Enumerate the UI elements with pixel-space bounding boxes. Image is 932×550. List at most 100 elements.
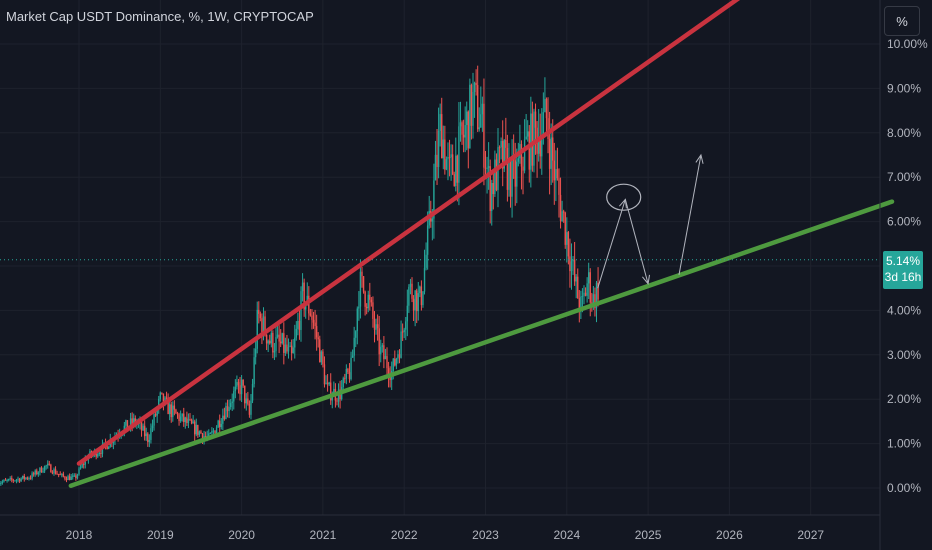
candle-body xyxy=(0,483,2,485)
candle-body xyxy=(509,159,512,197)
candle-body xyxy=(176,413,179,415)
candle-body xyxy=(397,354,399,359)
candle-body xyxy=(284,344,287,353)
candle-body xyxy=(276,334,279,338)
candle-body xyxy=(445,159,448,170)
candle-body xyxy=(245,398,247,404)
candle-body xyxy=(398,354,401,358)
candle-body xyxy=(239,385,241,395)
candle-body xyxy=(126,420,129,429)
candle-body xyxy=(312,319,315,323)
candle-body xyxy=(431,218,434,222)
candle-body xyxy=(195,424,197,435)
candle-body xyxy=(527,131,529,137)
candle-body xyxy=(537,137,540,154)
candle-body xyxy=(395,358,398,366)
candle-body xyxy=(456,155,459,183)
candle-body xyxy=(261,318,263,335)
candle-body xyxy=(442,139,444,159)
candle-body xyxy=(167,398,169,415)
x-tick-label: 2026 xyxy=(716,528,743,542)
candle-body xyxy=(412,298,415,311)
candle-body xyxy=(594,294,596,309)
candle-body xyxy=(581,295,584,297)
arrow-head[interactable] xyxy=(642,274,650,285)
y-tick-label: 1.00% xyxy=(887,437,921,451)
candle-body xyxy=(212,430,215,432)
candle-body xyxy=(459,122,462,127)
candle-body xyxy=(577,276,579,299)
candlestick-series xyxy=(0,65,599,486)
candle-body xyxy=(400,331,402,358)
candle-body xyxy=(533,111,535,166)
candle-body xyxy=(125,420,127,426)
candle-body xyxy=(234,386,237,392)
candle-body xyxy=(98,452,101,455)
candle-body xyxy=(486,167,488,169)
candle-body xyxy=(26,477,29,479)
arrow-line[interactable] xyxy=(678,154,702,275)
candle-body xyxy=(564,212,566,245)
candle-body xyxy=(79,467,82,469)
arrow-line[interactable] xyxy=(597,199,626,289)
candle-body xyxy=(186,417,188,423)
candle-body xyxy=(470,84,473,126)
candle-body xyxy=(559,194,562,222)
candle-body xyxy=(586,283,588,296)
candle-body xyxy=(286,344,288,352)
candle-body xyxy=(28,478,30,480)
candle-body xyxy=(15,479,18,481)
y-axis[interactable]: 0.00%1.00%2.00%3.00%4.00%5.00%6.00%7.00%… xyxy=(879,0,928,550)
arrow-line[interactable] xyxy=(624,199,649,284)
candle-body xyxy=(70,476,72,480)
candle-body xyxy=(597,282,599,300)
candle-body xyxy=(108,446,110,450)
candle-body xyxy=(328,382,330,385)
candle-body xyxy=(458,126,460,183)
candle-body xyxy=(175,409,177,414)
candle-body xyxy=(411,283,413,299)
candle-body xyxy=(45,465,47,467)
candle-body xyxy=(578,298,581,311)
arrow-head[interactable] xyxy=(695,153,704,164)
x-axis[interactable]: 2018 2019 2020 2021 2022 2023 2024 2025 2026 2027 xyxy=(0,514,880,542)
candle-body xyxy=(145,433,147,437)
candle-body xyxy=(281,333,283,344)
candle-body xyxy=(59,474,61,476)
candle-body xyxy=(508,159,510,190)
candle-body xyxy=(162,393,165,405)
support-trendline[interactable] xyxy=(68,199,895,489)
candle-body xyxy=(575,276,577,282)
candle-body xyxy=(476,85,479,130)
annotations[interactable] xyxy=(597,153,704,289)
candle-body xyxy=(547,118,549,140)
target-ellipse[interactable] xyxy=(606,183,642,211)
candle-body xyxy=(172,405,174,418)
candle-body xyxy=(595,282,598,309)
candle-body xyxy=(223,415,226,420)
candle-body xyxy=(39,467,41,473)
candle-body xyxy=(567,232,570,257)
candle-body xyxy=(133,418,135,425)
candle-body xyxy=(416,290,418,312)
candle-body xyxy=(250,400,252,415)
candle-body xyxy=(283,333,285,353)
percent-scale-button[interactable]: % xyxy=(884,6,920,36)
candle-body xyxy=(531,113,534,166)
candle-body xyxy=(494,159,496,195)
chart-title: Market Cap USDT Dominance, %, 1W, CRYPTO… xyxy=(6,9,314,24)
candle-body xyxy=(262,316,265,335)
candle-body xyxy=(7,479,10,481)
x-tick-label: 2018 xyxy=(66,528,93,542)
y-tick-label: 4.00% xyxy=(887,303,921,317)
candle-body xyxy=(353,337,355,356)
candle-body xyxy=(500,141,502,148)
candle-body xyxy=(75,475,77,479)
candle-body xyxy=(372,302,374,319)
candle-body xyxy=(237,382,240,386)
candle-body xyxy=(192,421,194,424)
trendlines[interactable] xyxy=(68,0,895,489)
resistance-trendline[interactable] xyxy=(76,0,762,466)
candle-body xyxy=(148,439,151,443)
